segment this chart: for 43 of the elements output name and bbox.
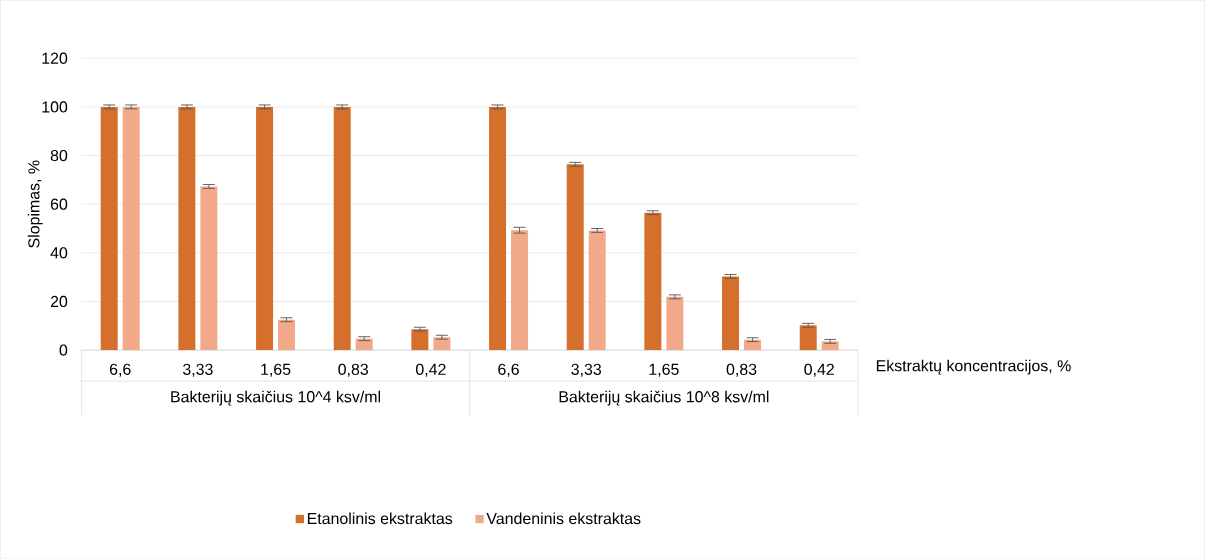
text: Bakterijų skaičius 10^8 ksv/ml	[559, 390, 769, 406]
bar	[256, 106, 274, 350]
x-tick-label: 0,42	[416, 363, 446, 377]
bar	[666, 296, 684, 350]
y-axis-title: Slopimas, %	[27, 160, 43, 248]
y-tick-label: 40	[50, 247, 68, 259]
bar	[489, 106, 507, 350]
x-tick-label: 1,65	[649, 363, 679, 377]
x-tick-label: 3,33	[571, 363, 602, 377]
y-tick-label: 20	[50, 295, 68, 307]
bar	[722, 276, 740, 350]
bar	[100, 106, 118, 350]
bar	[278, 319, 296, 350]
x-tick-label: 0,83	[726, 363, 757, 377]
bar	[433, 337, 451, 350]
legend-label: Vandeninis ekstraktas	[486, 512, 641, 524]
bar	[799, 325, 817, 350]
x-tick-label: 0,83	[338, 363, 369, 377]
bar	[333, 106, 351, 350]
y-tick-label: 0	[59, 344, 68, 356]
x-tick-label: 0,42	[804, 363, 834, 377]
bar	[566, 164, 584, 350]
y-tick-label: 100	[42, 101, 68, 113]
bar	[821, 341, 839, 350]
bar	[355, 338, 373, 350]
x-tick-label: 1,65	[261, 363, 291, 377]
bar	[200, 186, 218, 350]
y-tick-label: 80	[50, 149, 68, 162]
bar	[644, 212, 662, 350]
bar	[511, 230, 529, 350]
bar	[178, 106, 196, 350]
x-tick-label: 3,33	[182, 363, 213, 377]
x-axis-title: Ekstraktų koncentracijos, %	[876, 359, 1071, 375]
x-tick-label: 6,6	[498, 363, 519, 377]
bar	[122, 106, 140, 350]
y-tick-label: 60	[50, 198, 68, 210]
bar	[588, 230, 606, 350]
y-tick-label: 120	[42, 52, 68, 64]
legend-label: Etanolinis ekstraktas	[307, 512, 453, 524]
bar	[411, 329, 429, 350]
x-tick-label: 6,6	[109, 363, 131, 377]
bar	[744, 339, 762, 350]
text: Bakterijų skaičius 10^4 ksv/ml	[171, 390, 381, 406]
